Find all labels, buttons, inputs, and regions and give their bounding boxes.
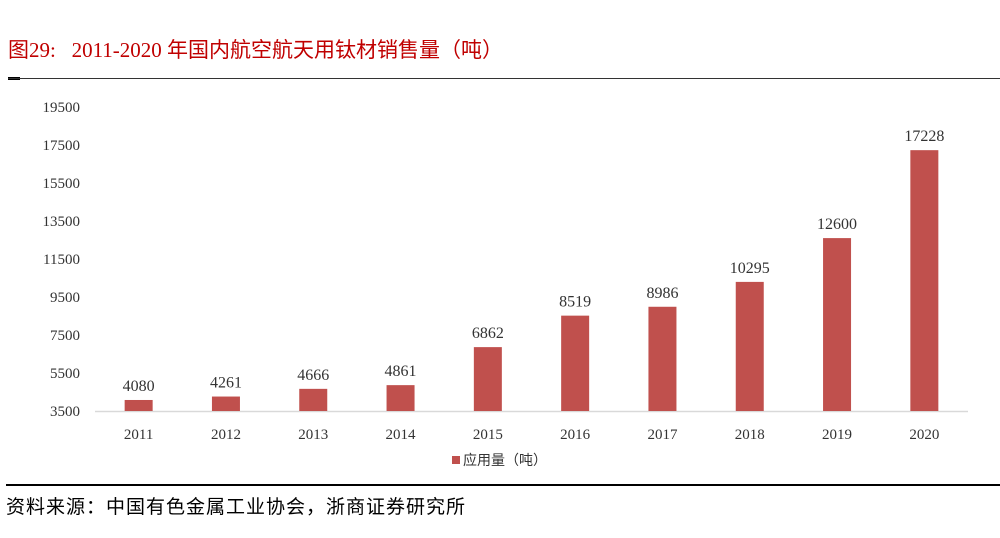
x-tick-label: 2019 [822,427,852,443]
legend-swatch [452,456,460,464]
x-tick-label: 2013 [298,427,328,443]
figure-title: 图29: 2011-2020 年国内航空航天用钛材销售量（吨） [8,38,504,62]
bar [823,238,852,411]
bar [386,385,415,411]
source-rule [6,484,1000,486]
data-label: 8986 [646,285,678,302]
y-tick-label: 3500 [50,404,80,420]
x-tick-label: 2018 [735,427,765,443]
data-label: 12600 [817,216,857,233]
bar [561,315,590,411]
bar [211,396,240,411]
x-tick-label: 2014 [386,427,417,443]
bar [735,281,764,411]
x-tick-label: 2011 [124,427,153,443]
y-tick-label: 9500 [50,290,80,306]
data-label: 17228 [904,128,944,145]
title-rule [8,78,1000,79]
data-label: 4861 [385,363,417,380]
y-tick-label: 13500 [43,214,81,230]
x-tick-label: 2015 [473,427,503,443]
bar [473,347,502,411]
bar [299,388,328,411]
y-tick-label: 7500 [50,328,80,344]
data-label: 8519 [559,294,591,311]
data-label: 10295 [730,260,770,277]
source-note: 资料来源：中国有色金属工业协会，浙商证券研究所 [6,496,467,518]
data-label: 4080 [123,378,155,395]
x-tick-label: 2016 [560,427,591,443]
y-tick-label: 11500 [43,252,80,268]
data-label: 4666 [297,367,329,384]
y-tick-label: 19500 [43,100,81,116]
x-tick-label: 2017 [647,427,678,443]
y-tick-label: 15500 [43,176,81,192]
bar [910,150,939,411]
x-tick-label: 2020 [909,427,939,443]
y-tick-label: 5500 [50,366,80,382]
bar [124,399,153,411]
x-tick-label: 2012 [211,427,241,443]
data-label: 4261 [210,375,242,392]
data-label: 6862 [472,325,504,342]
legend-label: 应用量（吨） [463,452,547,469]
y-tick-label: 17500 [43,138,81,154]
bar [648,306,677,411]
